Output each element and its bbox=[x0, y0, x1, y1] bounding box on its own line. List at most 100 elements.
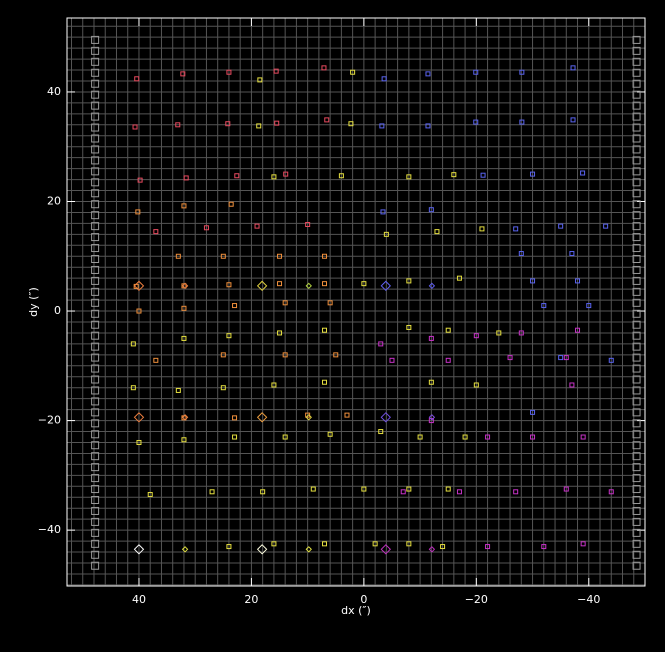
square-marker bbox=[175, 387, 181, 393]
square-marker bbox=[586, 303, 592, 309]
square-marker bbox=[451, 172, 457, 178]
square-marker bbox=[91, 244, 100, 253]
square-marker bbox=[91, 276, 100, 285]
square-marker bbox=[434, 229, 440, 235]
square-marker bbox=[260, 489, 266, 495]
square-marker bbox=[91, 101, 100, 110]
square-marker bbox=[513, 489, 519, 495]
square-marker bbox=[256, 123, 262, 129]
square-marker bbox=[425, 123, 431, 129]
square-marker bbox=[530, 434, 536, 440]
square-marker bbox=[632, 528, 641, 537]
square-marker bbox=[136, 308, 142, 314]
square-marker bbox=[632, 386, 641, 395]
square-marker bbox=[417, 434, 423, 440]
square-marker bbox=[91, 178, 100, 187]
square-marker bbox=[569, 382, 575, 388]
square-marker bbox=[153, 229, 159, 235]
square-marker bbox=[180, 71, 186, 77]
square-marker bbox=[271, 174, 277, 180]
diamond-marker bbox=[181, 414, 189, 421]
square-marker bbox=[91, 112, 100, 121]
square-marker bbox=[406, 278, 412, 284]
square-marker bbox=[632, 68, 641, 77]
square-marker bbox=[632, 79, 641, 88]
x-axis-label: dx (″) bbox=[341, 604, 371, 617]
square-marker bbox=[378, 341, 384, 347]
square-marker bbox=[632, 550, 641, 559]
square-marker bbox=[91, 463, 100, 472]
square-marker bbox=[632, 178, 641, 187]
square-marker bbox=[632, 123, 641, 132]
diamond-marker bbox=[428, 282, 436, 290]
y-axis-label: dy (″) bbox=[27, 287, 40, 317]
x-tick-label: −40 bbox=[577, 593, 600, 606]
square-marker bbox=[541, 303, 547, 309]
square-marker bbox=[513, 226, 519, 232]
square-marker bbox=[91, 430, 100, 439]
square-marker bbox=[181, 335, 187, 341]
square-marker bbox=[379, 123, 385, 129]
y-tick-label: −20 bbox=[38, 414, 61, 427]
square-marker bbox=[378, 429, 384, 435]
square-marker bbox=[632, 35, 641, 44]
square-marker bbox=[91, 298, 100, 307]
square-marker bbox=[283, 171, 289, 177]
square-marker bbox=[322, 327, 328, 333]
square-marker bbox=[632, 539, 641, 548]
square-marker bbox=[226, 282, 232, 288]
square-marker bbox=[181, 203, 187, 209]
square-marker bbox=[400, 489, 406, 495]
square-marker bbox=[220, 253, 226, 259]
square-marker bbox=[580, 170, 586, 176]
square-marker bbox=[558, 355, 564, 361]
diamond-marker bbox=[256, 280, 268, 292]
diamond-marker bbox=[181, 546, 189, 553]
square-marker bbox=[310, 486, 316, 492]
square-marker bbox=[445, 357, 451, 363]
square-marker bbox=[632, 331, 641, 340]
square-marker bbox=[462, 434, 468, 440]
x-tick-label: 40 bbox=[132, 593, 146, 606]
square-marker bbox=[530, 409, 536, 415]
square-marker bbox=[608, 489, 614, 495]
square-marker bbox=[338, 173, 344, 179]
x-tick-label: −20 bbox=[465, 593, 488, 606]
square-marker bbox=[425, 71, 431, 77]
square-marker bbox=[232, 303, 238, 309]
square-marker bbox=[632, 485, 641, 494]
diamond-marker bbox=[305, 414, 312, 421]
square-marker bbox=[277, 330, 283, 336]
square-marker bbox=[322, 379, 328, 385]
square-marker bbox=[153, 357, 159, 363]
square-marker bbox=[91, 386, 100, 395]
diamond-marker bbox=[133, 412, 145, 423]
square-marker bbox=[91, 68, 100, 77]
diamond-marker bbox=[256, 544, 268, 555]
square-marker bbox=[558, 223, 564, 229]
square-marker bbox=[91, 452, 100, 461]
square-marker bbox=[603, 223, 609, 229]
square-marker bbox=[632, 408, 641, 417]
x-tick-label: 0 bbox=[360, 593, 367, 606]
square-marker bbox=[91, 46, 100, 55]
square-marker bbox=[91, 528, 100, 537]
square-marker bbox=[632, 90, 641, 99]
square-marker bbox=[563, 486, 569, 492]
square-marker bbox=[91, 123, 100, 132]
square-marker bbox=[183, 175, 189, 181]
square-marker bbox=[632, 496, 641, 505]
square-marker bbox=[456, 489, 462, 495]
square-marker bbox=[271, 382, 277, 388]
square-marker bbox=[632, 200, 641, 209]
diamond-marker bbox=[428, 546, 436, 553]
square-marker bbox=[226, 69, 232, 75]
square-marker bbox=[383, 231, 389, 237]
square-marker bbox=[91, 397, 100, 406]
square-marker bbox=[344, 412, 350, 418]
square-marker bbox=[608, 357, 614, 363]
square-marker bbox=[274, 120, 280, 126]
square-marker bbox=[428, 379, 434, 385]
y-tick-label: −40 bbox=[38, 523, 61, 536]
